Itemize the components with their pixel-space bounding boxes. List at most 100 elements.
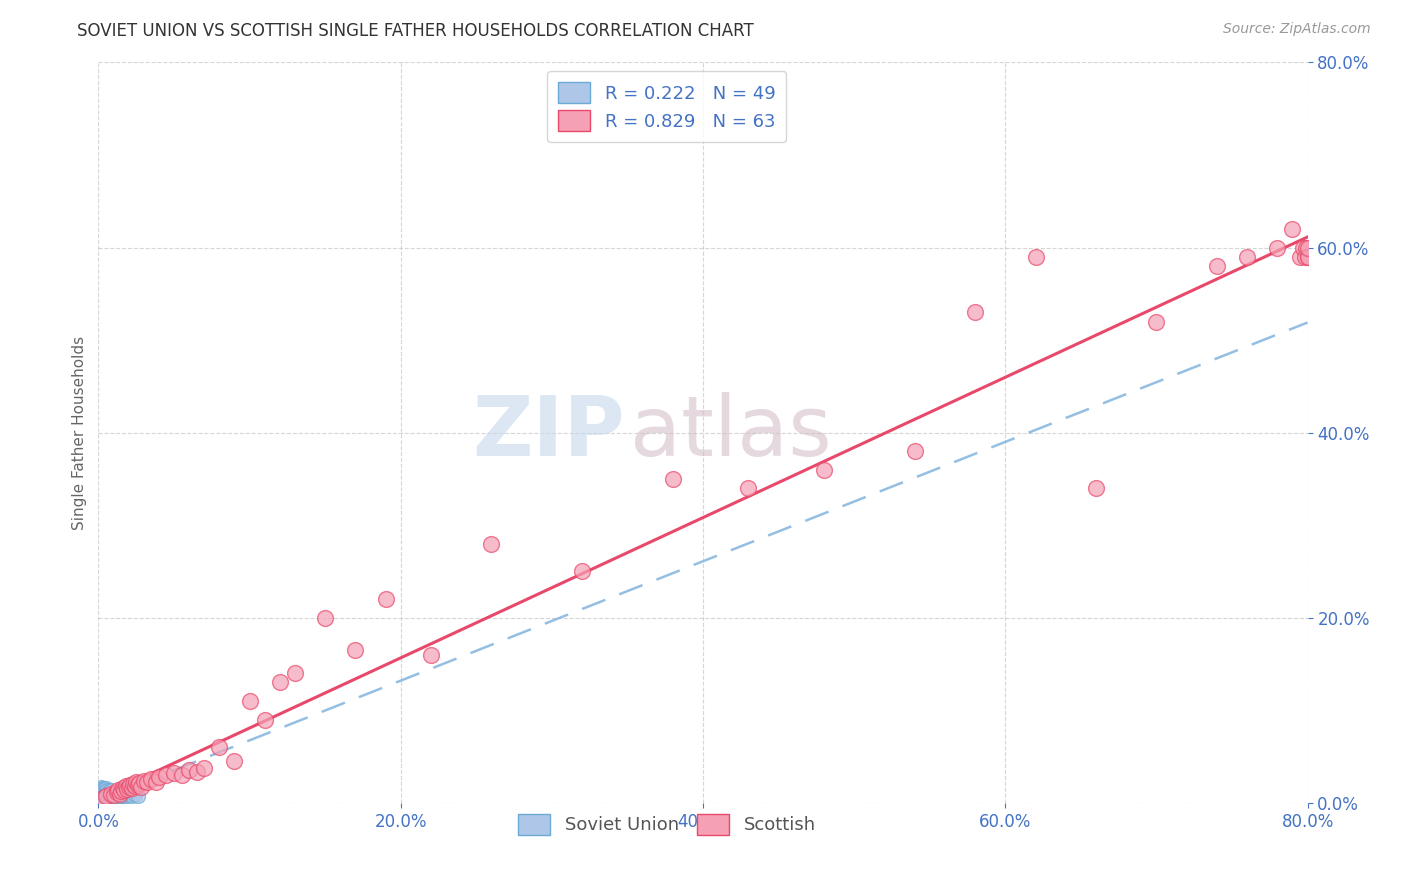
Point: [98, 784, 121, 798]
Point: [91, 784, 114, 798]
Point: [1206, 259, 1229, 273]
Point: [100, 789, 122, 803]
Point: [661, 472, 683, 486]
Point: [129, 780, 152, 794]
Point: [112, 782, 135, 797]
Point: [179, 764, 201, 778]
Point: [96, 782, 118, 797]
Point: [314, 610, 336, 624]
Point: [108, 787, 131, 801]
Point: [132, 773, 155, 788]
Point: [90, 780, 112, 794]
Point: [135, 775, 157, 789]
Point: [124, 779, 146, 793]
Point: [163, 766, 186, 780]
Point: [208, 740, 231, 755]
Text: SOVIET UNION VS SCOTTISH SINGLE FATHER HOUSEHOLDS CORRELATION CHART: SOVIET UNION VS SCOTTISH SINGLE FATHER H…: [77, 22, 754, 40]
Point: [105, 785, 128, 799]
Point: [1281, 222, 1303, 236]
Point: [737, 481, 759, 495]
Point: [120, 778, 142, 792]
Point: [90, 782, 112, 797]
Point: [122, 777, 145, 791]
Point: [121, 780, 143, 795]
Point: [1024, 250, 1046, 264]
Point: [224, 754, 246, 768]
Point: [111, 789, 134, 803]
Point: [96, 789, 118, 803]
Point: [89, 785, 111, 799]
Point: [1296, 240, 1319, 255]
Point: [110, 789, 132, 804]
Point: [110, 784, 132, 798]
Point: [1295, 240, 1317, 255]
Point: [89, 787, 111, 801]
Point: [93, 788, 115, 802]
Point: [374, 592, 396, 607]
Point: [145, 775, 167, 789]
Point: [813, 462, 835, 476]
Point: [148, 770, 170, 784]
Point: [420, 648, 443, 662]
Point: [114, 779, 136, 793]
Point: [1267, 240, 1289, 255]
Point: [108, 786, 131, 800]
Point: [193, 761, 215, 775]
Point: [94, 789, 117, 804]
Point: [115, 789, 138, 804]
Point: [105, 789, 128, 803]
Point: [1236, 250, 1258, 264]
Point: [89, 781, 111, 796]
Point: [1296, 250, 1319, 264]
Point: [127, 789, 149, 804]
Point: [1296, 250, 1319, 264]
Point: [111, 780, 134, 795]
Point: [127, 778, 149, 792]
Point: [186, 765, 208, 780]
Point: [965, 305, 987, 319]
Point: [107, 787, 129, 801]
Point: [121, 789, 143, 804]
Point: [101, 789, 124, 804]
Point: [98, 787, 121, 801]
Point: [481, 536, 503, 550]
Point: [128, 776, 150, 790]
Point: [93, 785, 115, 799]
Point: [103, 789, 125, 803]
Point: [1294, 250, 1316, 264]
Point: [253, 713, 276, 727]
Point: [105, 786, 128, 800]
Point: [101, 787, 124, 801]
Point: [100, 787, 122, 801]
Point: [118, 780, 141, 794]
Point: [104, 787, 127, 801]
Point: [284, 666, 307, 681]
Point: [571, 565, 593, 579]
Point: [107, 782, 129, 797]
Point: [108, 789, 131, 803]
Point: [118, 789, 141, 803]
Point: [1144, 314, 1167, 328]
Point: [114, 788, 136, 802]
Point: [110, 788, 132, 802]
Y-axis label: Single Father Households: Single Father Households: [72, 335, 87, 530]
Point: [269, 675, 291, 690]
Point: [104, 789, 127, 804]
Point: [91, 791, 114, 805]
Point: [91, 789, 114, 804]
Point: [90, 789, 112, 803]
Point: [94, 789, 117, 804]
Point: [94, 787, 117, 801]
Point: [100, 782, 122, 797]
Point: [1289, 250, 1312, 264]
Point: [98, 789, 121, 804]
Point: [100, 786, 122, 800]
Point: [124, 789, 146, 803]
Point: [115, 781, 138, 796]
Point: [125, 775, 148, 789]
Point: [94, 784, 117, 798]
Point: [107, 789, 129, 804]
Point: [103, 789, 125, 803]
Point: [94, 780, 117, 795]
Point: [344, 643, 367, 657]
